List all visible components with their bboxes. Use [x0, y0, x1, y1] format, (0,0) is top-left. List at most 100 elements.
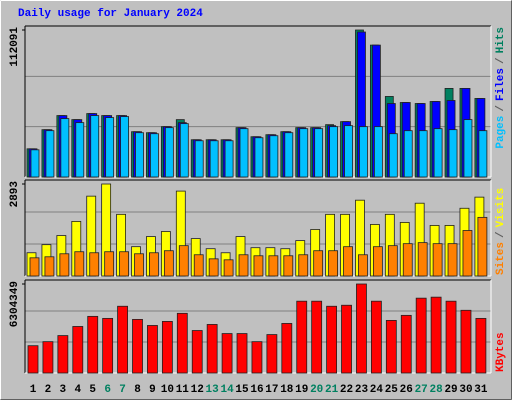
bar: [224, 140, 234, 178]
bar: [132, 318, 143, 374]
y-tick-label: 6304349: [9, 281, 21, 327]
bar: [314, 128, 324, 178]
legend-entry: Files: [495, 68, 507, 101]
bar: [72, 326, 84, 374]
bar: [59, 253, 70, 277]
bar: [284, 132, 294, 178]
bar: [418, 130, 428, 178]
bar: [281, 323, 293, 374]
bar: [460, 309, 472, 374]
bar: [430, 296, 442, 374]
legend-separator: /: [495, 57, 507, 64]
bar: [179, 123, 189, 178]
bar: [164, 127, 174, 178]
x-tick-label: 3: [60, 384, 67, 396]
bar: [475, 317, 487, 374]
bar: [119, 251, 129, 277]
x-tick-label: 23: [355, 384, 369, 396]
bar: [298, 254, 309, 277]
x-tick-label: 14: [220, 384, 234, 396]
bar: [415, 297, 427, 374]
x-tick-label: 19: [295, 384, 308, 396]
bar: [223, 259, 234, 277]
bar: [253, 255, 264, 277]
bar: [358, 254, 368, 277]
legend-entry: Sites: [495, 242, 507, 275]
bar: [462, 230, 473, 277]
bar: [89, 252, 100, 277]
bar: [326, 305, 338, 374]
x-tick-label: 1: [30, 384, 37, 396]
bar: [75, 122, 85, 178]
bar: [328, 250, 339, 277]
x-tick-label: 11: [176, 384, 190, 396]
bar: [117, 305, 128, 374]
bar: [161, 321, 173, 374]
x-tick-label: 9: [149, 384, 156, 396]
bar: [463, 119, 473, 178]
bar: [135, 132, 144, 178]
x-tick-label: 7: [119, 384, 126, 396]
bar: [60, 118, 70, 178]
bar: [388, 133, 398, 178]
x-tick-label: 8: [134, 384, 141, 396]
legend: Sites / Visits: [495, 188, 507, 275]
bar: [30, 149, 40, 178]
x-tick-label: 26: [400, 384, 413, 396]
x-tick-label: 20: [310, 384, 323, 396]
bar: [373, 126, 383, 178]
bar: [447, 243, 458, 277]
bar: [208, 258, 219, 277]
y-tick-label: 112091: [9, 27, 21, 67]
bar: [45, 130, 55, 178]
bar: [221, 333, 233, 374]
bar: [403, 130, 413, 178]
bar: [87, 315, 99, 374]
bar: [254, 137, 264, 178]
bar: [178, 245, 189, 277]
bar: [29, 257, 40, 277]
bar: [74, 251, 85, 277]
bar: [104, 251, 115, 277]
bar: [191, 330, 203, 374]
bar: [432, 243, 443, 277]
legend: Pages / Files / Hits: [495, 27, 507, 149]
bar: [206, 324, 218, 374]
bar: [163, 250, 174, 277]
bar: [268, 255, 279, 277]
bar: [359, 126, 368, 178]
x-tick-label: 22: [340, 384, 353, 396]
bar: [44, 256, 55, 277]
bar: [150, 133, 159, 178]
x-tick-label: 21: [325, 384, 339, 396]
x-tick-label: 4: [74, 384, 81, 396]
x-tick-label: 24: [370, 384, 384, 396]
bar: [27, 345, 39, 374]
x-tick-label: 18: [280, 384, 294, 396]
bar: [149, 252, 159, 277]
bar: [269, 135, 279, 178]
bar: [329, 126, 339, 178]
bar: [238, 254, 249, 277]
x-tick-label: 13: [206, 384, 220, 396]
legend-entry: Pages: [495, 116, 507, 149]
x-tick-label: 25: [385, 384, 399, 396]
bar: [448, 129, 458, 178]
legend-separator: /: [495, 105, 507, 112]
bar: [341, 304, 352, 374]
legend-entry: Hits: [495, 27, 507, 53]
bar: [42, 341, 54, 374]
legend-entry: KBytes: [495, 332, 507, 372]
bar: [311, 300, 323, 374]
x-tick-label: 12: [191, 384, 204, 396]
bar: [193, 254, 204, 277]
bar: [266, 334, 278, 374]
bar: [90, 115, 100, 178]
x-tick-label: 6: [104, 384, 111, 396]
bar: [402, 243, 413, 277]
bar: [433, 128, 443, 178]
bar: [57, 335, 69, 374]
x-tick-label: 10: [161, 384, 174, 396]
bar: [478, 130, 488, 178]
